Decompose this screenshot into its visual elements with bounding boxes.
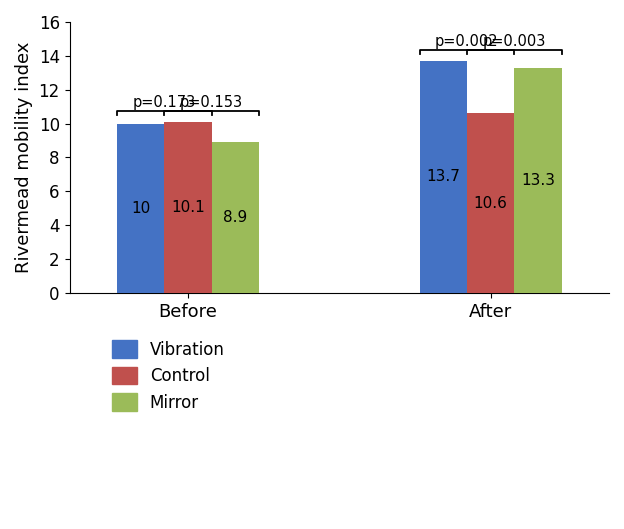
Bar: [419, 61, 467, 293]
Text: 10.1: 10.1: [171, 200, 205, 215]
Bar: [117, 124, 164, 293]
Text: 8.9: 8.9: [223, 210, 248, 225]
Legend: Vibration, Control, Mirror: Vibration, Control, Mirror: [105, 334, 232, 418]
Y-axis label: Rivermead mobility index: Rivermead mobility index: [15, 42, 33, 273]
Bar: [164, 122, 212, 293]
Bar: [212, 142, 259, 293]
Bar: [467, 113, 514, 293]
Text: 10.6: 10.6: [474, 196, 507, 211]
Text: p=0.002: p=0.002: [435, 34, 499, 49]
Text: 13.3: 13.3: [521, 173, 555, 188]
Text: 13.7: 13.7: [426, 169, 460, 185]
Text: p=0.173: p=0.173: [133, 95, 196, 110]
Text: p=0.003: p=0.003: [482, 34, 546, 49]
Bar: [514, 68, 562, 293]
Text: 10: 10: [131, 201, 150, 216]
Text: p=0.153: p=0.153: [180, 95, 243, 110]
